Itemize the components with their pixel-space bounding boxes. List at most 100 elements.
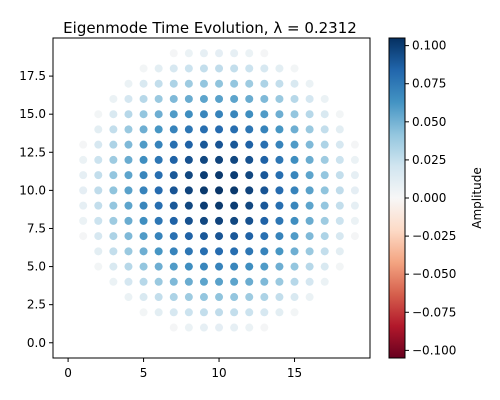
scatter-point bbox=[260, 216, 269, 225]
scatter-point bbox=[245, 216, 254, 225]
scatter-point bbox=[199, 94, 208, 103]
scatter-point bbox=[169, 79, 178, 88]
scatter-point bbox=[320, 247, 329, 256]
scatter-point bbox=[109, 232, 118, 241]
scatter-point bbox=[275, 140, 284, 149]
y-tick-label: 10.0 bbox=[19, 183, 46, 197]
scatter-point bbox=[139, 232, 148, 241]
colorbar-tick-label: 0.000 bbox=[412, 191, 446, 205]
scatter-point bbox=[245, 94, 254, 103]
scatter-point bbox=[124, 293, 133, 302]
colorbar-tick-label: 0.050 bbox=[412, 115, 446, 129]
scatter-point bbox=[124, 201, 133, 210]
scatter-point bbox=[124, 140, 133, 149]
scatter-point bbox=[139, 201, 148, 210]
scatter-point bbox=[154, 277, 163, 286]
scatter-point bbox=[154, 79, 163, 88]
scatter-point bbox=[290, 79, 299, 88]
scatter-point bbox=[169, 94, 178, 103]
scatter-point bbox=[230, 79, 239, 88]
scatter-point bbox=[245, 262, 254, 271]
scatter-point bbox=[275, 125, 284, 134]
scatter-point bbox=[139, 186, 148, 195]
scatter-point bbox=[169, 308, 178, 317]
y-axis: 0.0 2.5 5.0 7.5 10.0 12.5 15.0 17.5 bbox=[19, 69, 53, 350]
scatter-point bbox=[199, 308, 208, 317]
scatter-point bbox=[124, 155, 133, 164]
scatter-point bbox=[199, 155, 208, 164]
scatter-point bbox=[94, 201, 103, 210]
scatter-point bbox=[215, 64, 224, 73]
scatter-point bbox=[275, 277, 284, 286]
scatter-point bbox=[230, 125, 239, 134]
scatter-point bbox=[199, 110, 208, 119]
scatter-point bbox=[94, 155, 103, 164]
scatter-point bbox=[199, 171, 208, 180]
y-tick-label: 5.0 bbox=[27, 260, 46, 274]
scatter-point bbox=[260, 79, 269, 88]
scatter-point bbox=[139, 79, 148, 88]
scatter-point bbox=[169, 155, 178, 164]
scatter-point bbox=[245, 125, 254, 134]
scatter-point bbox=[230, 201, 239, 210]
scatter-point bbox=[154, 94, 163, 103]
scatter-point bbox=[139, 216, 148, 225]
y-tick-label: 17.5 bbox=[19, 69, 46, 83]
scatter-point bbox=[290, 201, 299, 210]
scatter-point bbox=[109, 110, 118, 119]
scatter-point bbox=[245, 155, 254, 164]
scatter-point bbox=[215, 262, 224, 271]
scatter-point bbox=[184, 49, 193, 58]
scatter-point bbox=[275, 293, 284, 302]
scatter-point bbox=[169, 323, 178, 332]
scatter-point bbox=[305, 125, 314, 134]
scatter-point bbox=[94, 186, 103, 195]
scatter-point bbox=[350, 216, 359, 225]
scatter-point bbox=[260, 201, 269, 210]
scatter-point bbox=[275, 79, 284, 88]
scatter-point bbox=[230, 262, 239, 271]
scatter-point bbox=[139, 64, 148, 73]
x-tick-label: 5 bbox=[140, 366, 148, 380]
scatter-point bbox=[184, 186, 193, 195]
scatter-point bbox=[109, 247, 118, 256]
scatter-point bbox=[275, 186, 284, 195]
scatter-point bbox=[260, 277, 269, 286]
chart-title: Eigenmode Time Evolution, λ = 0.2312 bbox=[63, 19, 357, 37]
scatter-point bbox=[245, 186, 254, 195]
scatter-point bbox=[169, 293, 178, 302]
scatter-point bbox=[320, 125, 329, 134]
scatter-point bbox=[335, 186, 344, 195]
scatter-point bbox=[245, 64, 254, 73]
scatter-point bbox=[275, 155, 284, 164]
scatter-point bbox=[109, 201, 118, 210]
scatter-point bbox=[94, 216, 103, 225]
scatter-point bbox=[230, 308, 239, 317]
scatter-point bbox=[124, 171, 133, 180]
scatter-point bbox=[94, 232, 103, 241]
scatter-point bbox=[230, 64, 239, 73]
scatter-point bbox=[335, 171, 344, 180]
scatter-point bbox=[335, 201, 344, 210]
scatter-point bbox=[305, 140, 314, 149]
scatter-point bbox=[199, 293, 208, 302]
scatter-point bbox=[275, 171, 284, 180]
scatter-point bbox=[305, 110, 314, 119]
scatter-point bbox=[94, 171, 103, 180]
scatter-point bbox=[290, 155, 299, 164]
scatter-point bbox=[169, 110, 178, 119]
scatter-point bbox=[245, 110, 254, 119]
scatter-point bbox=[320, 171, 329, 180]
scatter-point bbox=[154, 140, 163, 149]
scatter-point bbox=[199, 232, 208, 241]
colorbar-tick-label: −0.100 bbox=[412, 343, 456, 357]
scatter-point bbox=[260, 323, 269, 332]
scatter-point bbox=[139, 155, 148, 164]
scatter-point bbox=[290, 277, 299, 286]
scatter-point bbox=[124, 216, 133, 225]
scatter-point bbox=[79, 216, 88, 225]
scatter-point bbox=[79, 201, 88, 210]
scatter-point bbox=[109, 171, 118, 180]
scatter-point bbox=[215, 140, 224, 149]
